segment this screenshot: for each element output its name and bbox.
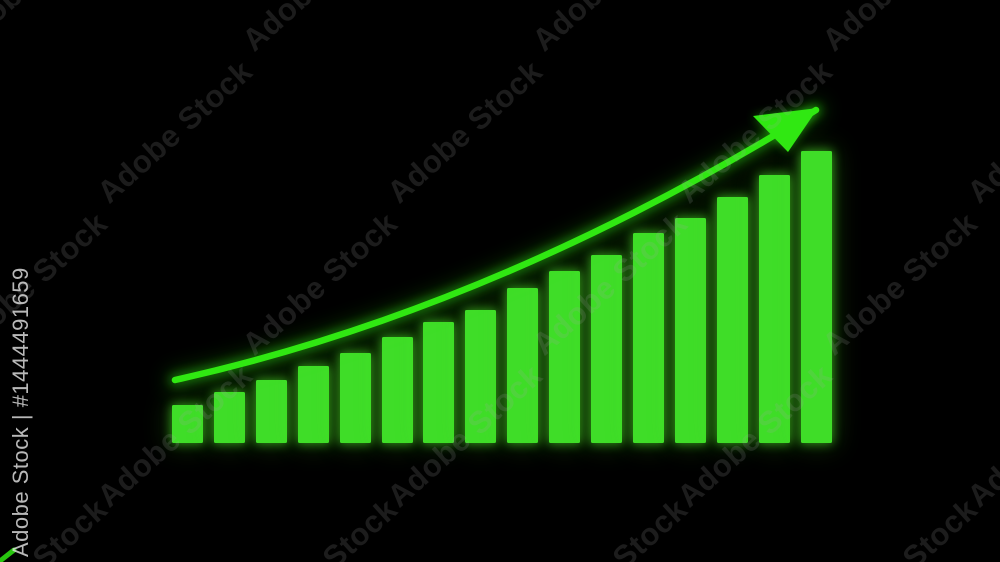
bar [549,271,581,443]
bar [758,175,790,443]
bar [381,337,413,443]
bar [213,392,245,443]
bar [716,197,748,443]
bar [674,218,706,443]
bar [297,366,329,443]
bar [172,405,203,443]
bar [800,151,832,443]
arrowhead-icon [753,108,818,152]
trend-line-glow [169,104,822,386]
bar [255,380,287,443]
side-watermark-text: Adobe Stock | #1444491659 [8,267,33,557]
trend-line [171,106,820,384]
bar [423,322,455,443]
bar [591,255,622,443]
trend-line-glow [164,99,827,391]
bar [507,288,539,443]
bar [632,233,664,443]
corner-line-fragment [0,547,17,562]
bar [339,353,371,443]
bar [465,310,497,443]
